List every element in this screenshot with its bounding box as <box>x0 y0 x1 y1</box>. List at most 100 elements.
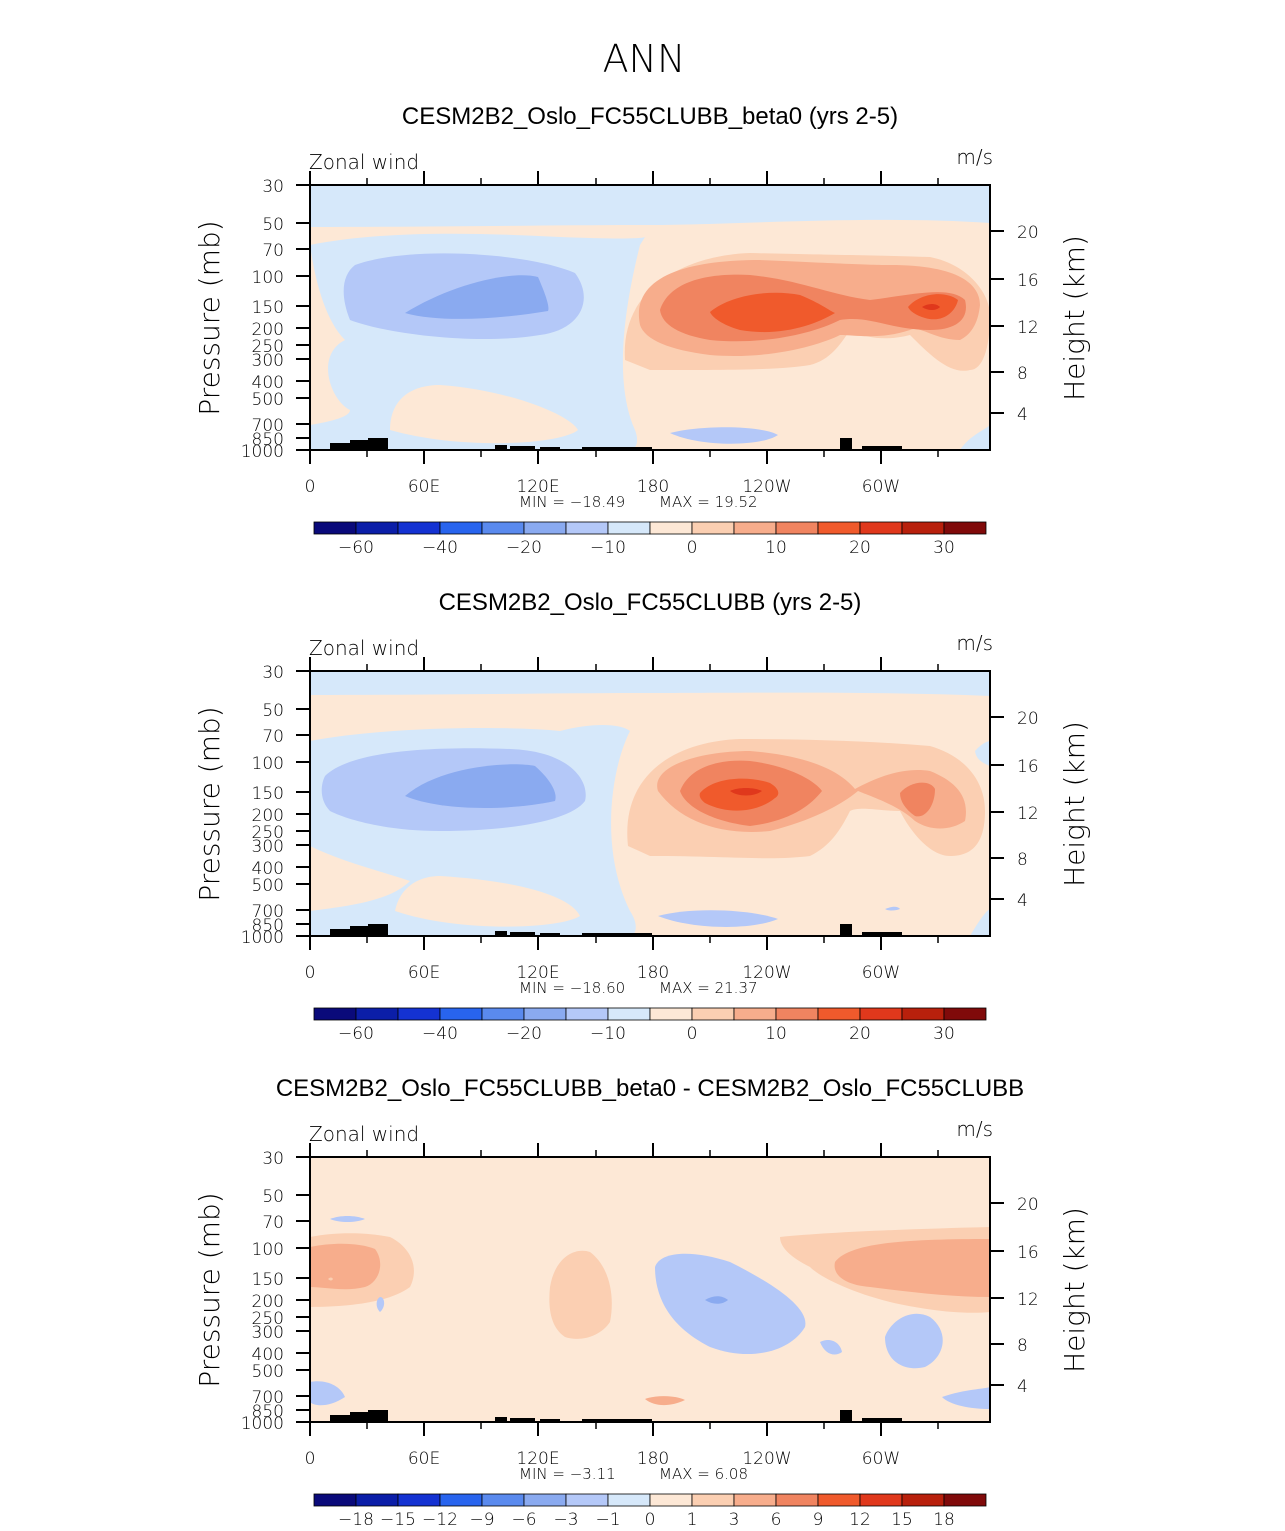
colorbar-box <box>943 1007 987 1021</box>
colorbar-box <box>859 1493 903 1507</box>
colorbar-label: 3 <box>729 1510 740 1530</box>
colorbar-box <box>943 521 987 535</box>
y-tick-label: 30 <box>262 663 284 683</box>
contour-region <box>960 425 990 450</box>
y-right-tick-label: 20 <box>1017 223 1039 243</box>
colorbar-label: −6 <box>511 1510 536 1530</box>
max-label: MAX = 21.37 <box>659 979 758 997</box>
colorbar-box <box>313 1493 357 1507</box>
colorbar-label: 1 <box>687 1510 698 1530</box>
contour-region <box>975 741 990 766</box>
topography-bar <box>840 1410 852 1422</box>
x-tick-label: 180 <box>637 477 669 497</box>
topography-bar <box>350 1412 368 1422</box>
y-right-tick-label: 12 <box>1017 804 1039 824</box>
contour-region <box>390 385 578 444</box>
colorbar-box <box>691 1007 735 1021</box>
colorbar-box <box>607 521 651 535</box>
contour-region <box>942 1387 990 1409</box>
variable-label: Zonal wind <box>309 1122 419 1146</box>
colorbar-box <box>859 521 903 535</box>
colorbar-box <box>817 521 861 535</box>
topography-bar <box>540 933 560 936</box>
contour-region <box>549 1250 612 1339</box>
topography-bar <box>582 933 652 936</box>
y-tick-label: 300 <box>252 351 284 371</box>
colorbar-box <box>817 1493 861 1507</box>
y-tick-label: 1000 <box>241 928 284 948</box>
colorbar-box <box>691 1493 735 1507</box>
colorbar-box <box>355 521 399 535</box>
y-tick-label: 50 <box>262 701 284 721</box>
colorbar-box <box>481 521 525 535</box>
y-tick-label: 250 <box>252 337 284 357</box>
y-tick-label: 700 <box>252 416 284 436</box>
y-tick-label: 150 <box>252 1270 284 1290</box>
colorbar-label: −18 <box>338 1510 374 1530</box>
topography-bar <box>330 929 355 936</box>
chart-panel-2: CESM2B2_Oslo_FC55CLUBB (yrs 2-5) Zonal wi… <box>193 589 1091 1044</box>
contour-region <box>328 1277 333 1281</box>
colorbar-label: 9 <box>813 1510 824 1530</box>
y-tick-label: 850 <box>252 430 284 450</box>
contour-region <box>405 764 556 808</box>
y-tick-label: 500 <box>252 390 284 410</box>
colorbar-box <box>943 1493 987 1507</box>
topography-bar <box>368 438 388 450</box>
contour-region <box>900 782 935 817</box>
y-tick-label: 30 <box>262 1149 284 1169</box>
y-tick-label: 100 <box>252 268 284 288</box>
colorbar-label: −10 <box>590 538 626 558</box>
colorbar-label: −20 <box>506 538 542 558</box>
contour-region <box>670 427 778 444</box>
y-tick-label: 400 <box>252 1345 284 1365</box>
min-label: MIN = −18.49 <box>519 493 625 511</box>
y-tick-label: 50 <box>262 215 284 235</box>
topography-bar <box>510 1418 535 1422</box>
colorbar-box <box>397 1493 441 1507</box>
colorbar-label: 10 <box>765 538 787 558</box>
colorbar-box <box>397 521 441 535</box>
colorbar-box <box>607 1007 651 1021</box>
units-label: m/s <box>956 145 993 169</box>
y-right-tick-label: 20 <box>1017 709 1039 729</box>
x-tick-label: 120W <box>742 1449 791 1469</box>
colorbar-box <box>649 1493 693 1507</box>
y-tick-label: 850 <box>252 916 284 936</box>
y-tick-label: 300 <box>252 1323 284 1343</box>
x-tick-label: 120E <box>516 963 559 983</box>
colorbar-box <box>733 1007 777 1021</box>
max-label: MAX = 6.08 <box>659 1465 748 1483</box>
colorbar-label: −60 <box>338 538 374 558</box>
colorbar: −60 −40 −20 −10 0 10 20 30 <box>313 1007 987 1044</box>
y-tick-label: 300 <box>252 837 284 857</box>
colorbar-box <box>775 521 819 535</box>
y-right-tick-label: 4 <box>1017 891 1028 911</box>
x-tick-label: 120E <box>516 1449 559 1469</box>
contour-field <box>310 185 990 450</box>
contour-field <box>310 671 990 936</box>
colorbar: −18 −15 −12 −9 −6 −3 −1 0 1 3 6 9 12 15 18 <box>313 1493 987 1530</box>
min-label: MIN = −3.11 <box>519 1465 616 1483</box>
colorbar-box <box>901 1007 945 1021</box>
contour-region <box>922 304 940 310</box>
colorbar-box <box>355 1007 399 1021</box>
contour-region <box>658 910 778 927</box>
contour-region <box>885 1313 943 1369</box>
variable-label: Zonal wind <box>309 636 419 660</box>
y-right-tick-label: 8 <box>1017 850 1028 870</box>
topography-bar <box>330 1415 355 1422</box>
contour-region <box>405 275 549 319</box>
colorbar-label: −20 <box>506 1024 542 1044</box>
topography-bar <box>862 1418 902 1422</box>
y-tick-label: 30 <box>262 177 284 197</box>
variable-label: Zonal wind <box>309 150 419 174</box>
contour-region <box>885 906 900 911</box>
colorbar-box <box>439 521 483 535</box>
topography-bar <box>495 931 507 936</box>
contour-region <box>970 909 990 936</box>
units-label: m/s <box>956 631 993 655</box>
units-label: m/s <box>956 1117 993 1141</box>
colorbar: −60 −40 −20 −10 0 10 20 30 <box>313 521 987 558</box>
colorbar-label: −3 <box>553 1510 578 1530</box>
